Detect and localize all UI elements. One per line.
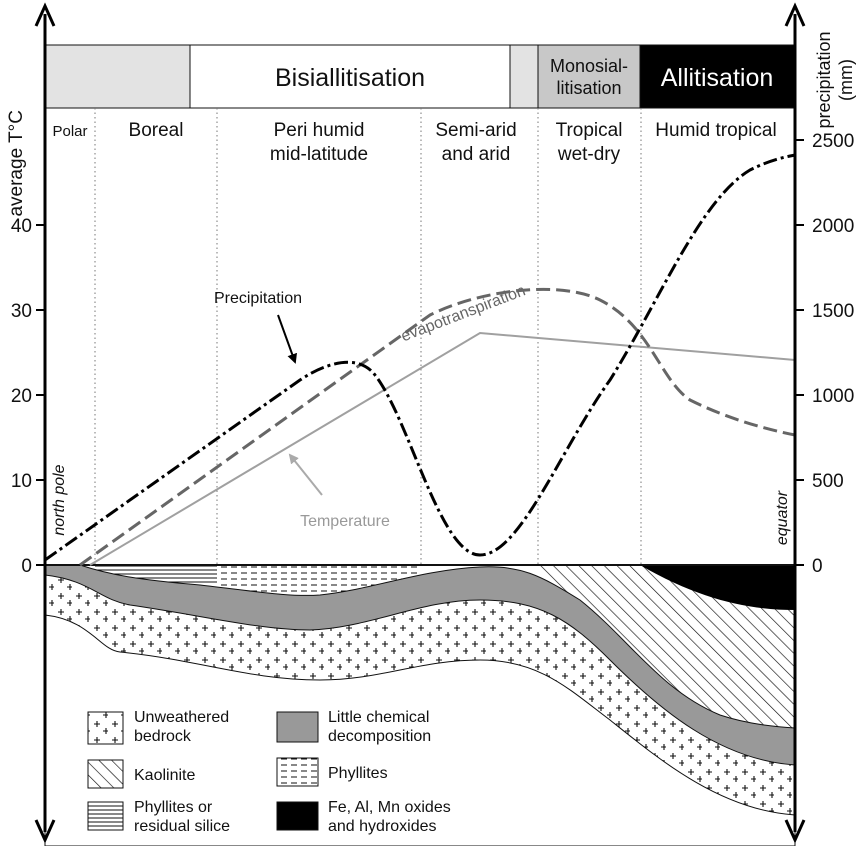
zone-label: Humid tropical	[655, 120, 776, 141]
y2-tick-label: 0	[812, 556, 823, 577]
evapotranspiration-curve	[79, 287, 796, 567]
axis-arrows	[34, 2, 806, 844]
curves	[44, 153, 796, 567]
ticks: 0 10 20 30 40 0 500 1000 1500 2000 2500	[11, 131, 854, 577]
y-tick-label: 20	[11, 386, 32, 407]
temperature-curve	[89, 331, 796, 566]
oxides-zone	[640, 565, 795, 610]
process-label: Bisiallitisation	[275, 64, 425, 92]
y-tick-label: 10	[11, 471, 32, 492]
zone-label: Tropical wet-dry	[556, 120, 623, 165]
zone-label: Peri humid mid-latitude	[270, 120, 368, 165]
legend-label: Phyllites	[328, 765, 388, 782]
process-label: Monosial-litisation	[550, 56, 628, 98]
zone-label: Semi-arid and arid	[435, 120, 516, 165]
legend-swatch	[87, 801, 124, 831]
band-cell	[537, 44, 641, 109]
y2-tick-label: 500	[812, 471, 844, 492]
legend-label: Kaolinite	[134, 767, 195, 784]
arrow	[288, 453, 323, 496]
process-band: Bisiallitisation Monosial-litisation All…	[44, 44, 796, 109]
zones: Polar Boreal Peri humid mid-latitude Semi…	[52, 120, 776, 165]
curve-label: Temperature	[300, 513, 390, 530]
legend-swatch	[276, 757, 319, 787]
soil-profile	[44, 564, 796, 846]
legend-label: Phyllites or residual silice	[134, 799, 230, 835]
curve-label: Precipitation	[214, 290, 302, 307]
zone-label: Boreal	[129, 120, 184, 141]
y2-tick-label: 2500	[812, 131, 854, 152]
band-cell	[44, 44, 191, 109]
legend-label: Little chemical decomposition	[328, 709, 431, 745]
y2-tick-label: 1000	[812, 386, 854, 407]
side-label: equator	[774, 490, 791, 545]
y2-tick-label: 1500	[812, 301, 854, 322]
legend-swatch	[87, 711, 124, 745]
y-tick-label: 30	[11, 301, 32, 322]
legend-label: Unweathered bedrock	[134, 709, 229, 745]
band-cell	[509, 44, 539, 109]
y2-tick-label: 2000	[812, 216, 854, 237]
precipitation-curve	[44, 153, 796, 562]
left-axis-title: average T°C	[6, 110, 27, 217]
bedrock-base	[44, 614, 796, 846]
arrow	[277, 314, 297, 364]
legend-swatch	[87, 759, 124, 789]
band-cell	[639, 44, 796, 109]
axes	[34, 2, 806, 844]
legend-swatch	[276, 801, 319, 831]
side-label: north pole	[51, 464, 68, 535]
legend-label: Fe, Al, Mn oxides and hydroxides	[328, 799, 451, 835]
right-axis-title: precipitation (mm)	[814, 31, 856, 128]
zone-label: Polar	[52, 123, 87, 140]
legend: Unweathered bedrock Kaolinite Phyllites o…	[87, 709, 451, 835]
legend-swatch	[276, 711, 319, 743]
zone-separators	[94, 108, 642, 565]
y-tick-label: 40	[11, 216, 32, 237]
y-tick-label: 0	[21, 556, 32, 577]
process-label: Allitisation	[661, 64, 774, 92]
band-cell	[189, 44, 511, 109]
